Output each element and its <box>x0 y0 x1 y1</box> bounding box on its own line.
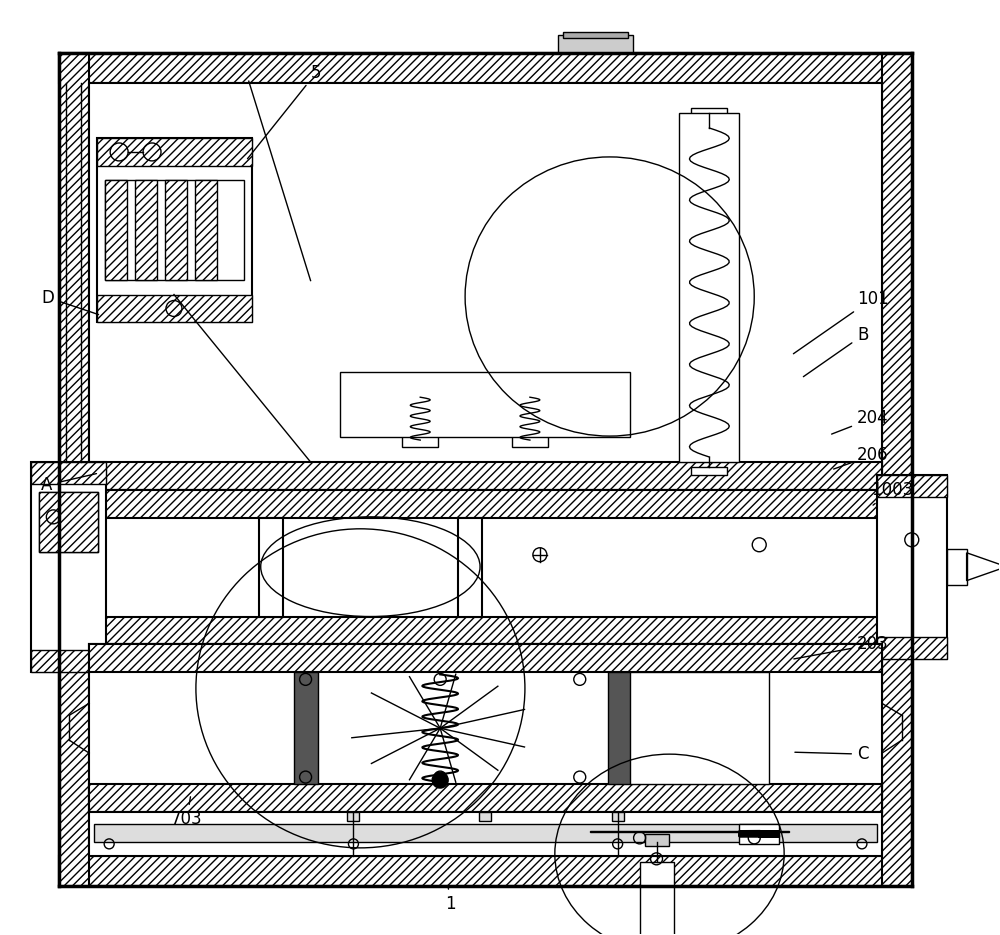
Text: 1003: 1003 <box>871 481 913 505</box>
Bar <box>105 180 127 280</box>
Bar <box>89 83 882 490</box>
Bar <box>89 616 882 644</box>
Bar <box>630 672 769 784</box>
Text: 5: 5 <box>247 65 321 159</box>
Bar <box>97 138 252 165</box>
Text: 206: 206 <box>834 446 889 469</box>
Bar <box>31 462 106 484</box>
Bar <box>691 467 727 475</box>
Bar <box>458 518 482 616</box>
Bar <box>97 295 252 323</box>
Bar <box>94 824 877 842</box>
Bar <box>512 392 548 447</box>
Bar <box>89 490 882 644</box>
Bar <box>340 372 630 437</box>
Bar <box>89 490 882 518</box>
Bar <box>877 475 947 659</box>
Bar <box>165 180 187 280</box>
Bar <box>640 862 674 935</box>
Bar <box>59 53 912 83</box>
Bar <box>645 834 669 846</box>
Bar <box>679 113 739 462</box>
Bar <box>59 856 912 885</box>
Bar <box>294 672 318 784</box>
Bar <box>347 812 359 821</box>
Text: 203: 203 <box>794 636 889 659</box>
Bar <box>31 462 106 672</box>
Text: C: C <box>795 745 868 763</box>
Bar <box>89 644 882 812</box>
Bar <box>89 462 882 490</box>
Bar <box>97 138 252 323</box>
Bar <box>877 638 947 659</box>
Bar <box>739 824 779 834</box>
Bar <box>39 492 98 552</box>
Text: A: A <box>41 474 96 494</box>
Bar <box>877 475 947 496</box>
Text: D: D <box>41 289 99 314</box>
Bar <box>612 812 624 821</box>
Bar <box>563 33 628 38</box>
Bar <box>105 180 244 280</box>
Text: 1: 1 <box>445 886 456 913</box>
Bar <box>882 53 912 885</box>
Bar <box>89 784 882 812</box>
Bar <box>195 180 217 280</box>
Text: 204: 204 <box>832 410 889 434</box>
Text: 703: 703 <box>171 797 203 828</box>
Bar <box>259 518 283 616</box>
Text: B: B <box>803 326 868 377</box>
Bar <box>479 812 491 821</box>
Bar <box>558 36 633 53</box>
Bar <box>608 672 632 784</box>
Bar <box>89 812 882 856</box>
Text: 101: 101 <box>793 290 889 353</box>
Bar <box>947 549 967 584</box>
Bar <box>135 180 157 280</box>
Bar <box>89 644 882 672</box>
Bar <box>590 831 789 832</box>
Bar <box>59 53 89 885</box>
Bar <box>691 108 727 116</box>
Bar <box>739 834 779 844</box>
Bar <box>402 392 438 447</box>
Bar <box>39 492 98 552</box>
Circle shape <box>432 772 448 788</box>
Bar <box>31 651 106 672</box>
